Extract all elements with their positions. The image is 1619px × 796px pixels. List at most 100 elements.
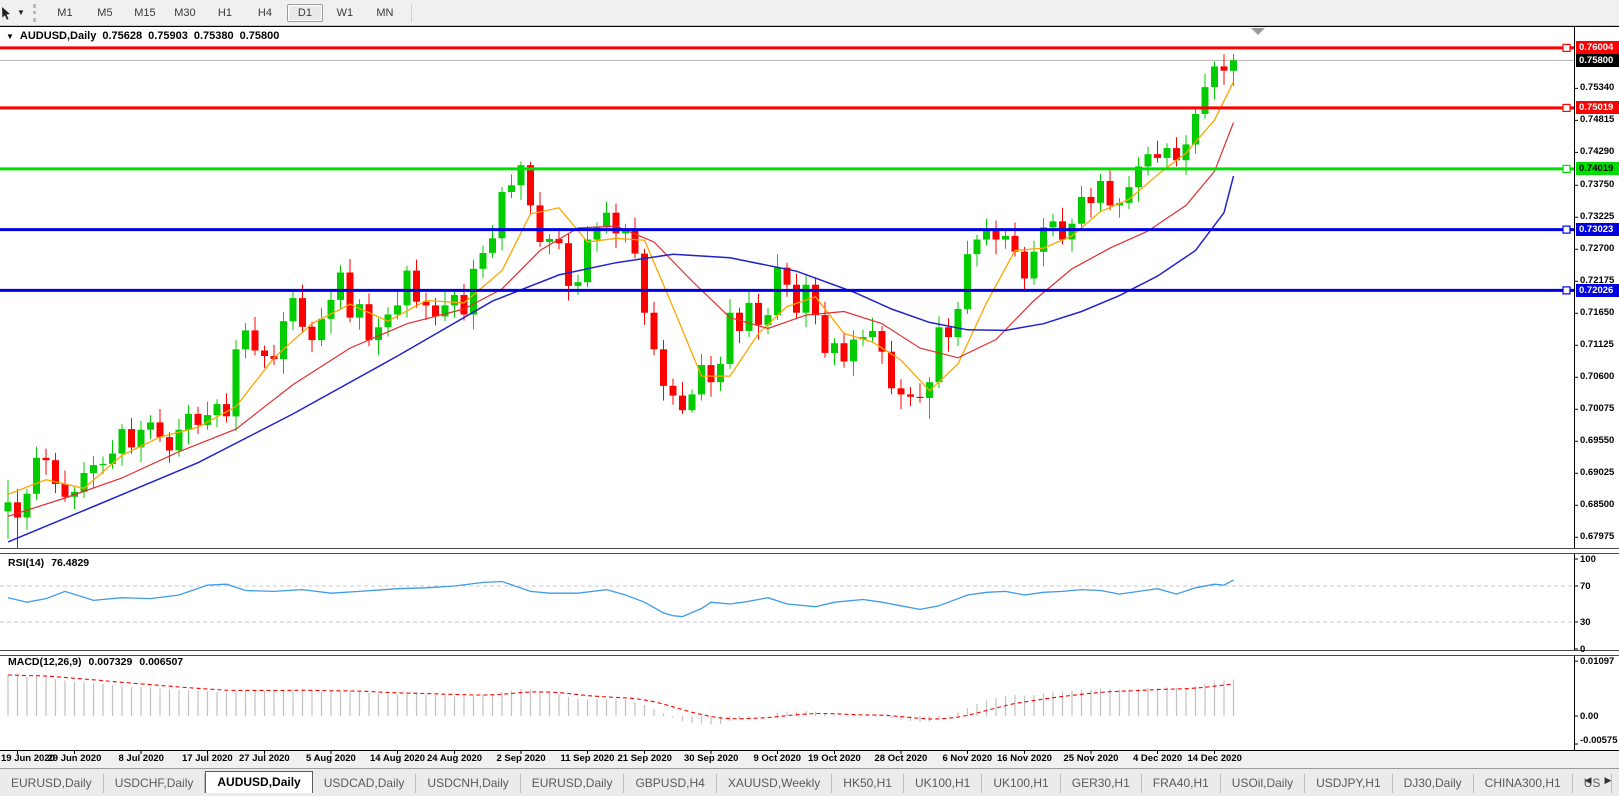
- macd-signal-value: 0.006507: [139, 656, 184, 668]
- symbol-collapse-icon[interactable]: ▼: [6, 31, 14, 41]
- symbol-name: AUDUSD,Daily: [19, 30, 97, 42]
- timeframe-button-m1[interactable]: M1: [57, 6, 73, 19]
- macd-histogram-group: [7, 675, 1235, 725]
- candle-body: [945, 327, 952, 338]
- candle-body: [764, 315, 772, 325]
- hline-price-label: 0.76004: [1576, 41, 1619, 55]
- tab-scroll-left-icon[interactable]: ◀: [1584, 775, 1592, 785]
- candle-body: [907, 394, 914, 397]
- chart-tab-3-usdcad-daily[interactable]: USDCAD,Daily: [313, 774, 417, 793]
- date-axis-label: 27 Jul 2020: [239, 753, 290, 764]
- candle-body: [204, 415, 211, 425]
- pane-separator-main-rsi[interactable]: [0, 548, 1619, 554]
- chart-tab-16-china300-h1[interactable]: CHINA300,H1: [1474, 774, 1573, 793]
- candle-body: [232, 349, 240, 417]
- hline-handle[interactable]: [1562, 164, 1571, 173]
- chart-tab-2-audusd-daily[interactable]: AUDUSD,Daily: [205, 771, 313, 793]
- price-axis-tick: 0.67975: [1580, 531, 1615, 543]
- date-axis-label: 17 Jul 2020: [182, 753, 233, 764]
- hline-handle[interactable]: [1562, 103, 1571, 113]
- chart-tab-10-uk100-h1[interactable]: UK100,H1: [982, 774, 1061, 793]
- candle-body: [394, 305, 401, 315]
- price-axis-tick: 0.71125: [1580, 339, 1614, 351]
- candle-body: [299, 298, 306, 327]
- candle-body: [555, 238, 563, 244]
- date-axis-label: 4 Dec 2020: [1133, 753, 1183, 764]
- candle-body: [688, 394, 696, 411]
- candle-body: [1078, 196, 1085, 224]
- candle-body: [964, 254, 971, 310]
- chart-tab-6-gbpusd-h4[interactable]: GBPUSD,H4: [624, 774, 717, 793]
- timeframe-button-m30[interactable]: M30: [174, 6, 196, 19]
- chart-tab-13-usoil-daily[interactable]: USOil,Daily: [1221, 774, 1306, 793]
- chart-shift-marker-icon[interactable]: [1251, 28, 1265, 35]
- rsi-indicator-label: RSI(14) 76.4829: [8, 557, 89, 569]
- timeframe-button-mn[interactable]: MN: [376, 6, 394, 19]
- candle-body: [717, 363, 724, 383]
- candle-body: [1116, 203, 1123, 206]
- price-axis-line: [1574, 27, 1575, 750]
- candle-body: [1154, 154, 1161, 158]
- tab-scroll-right-icon[interactable]: ▶: [1604, 775, 1612, 785]
- ohlc-high: 0.75903: [148, 30, 188, 42]
- candle-body: [1211, 66, 1218, 88]
- chart-cursor-icon[interactable]: [1, 5, 15, 21]
- chart-tab-7-xauusd-weekly[interactable]: XAUUSD,Weekly: [717, 774, 833, 793]
- timeframe-button-h1[interactable]: H1: [217, 6, 232, 19]
- candle-body: [213, 404, 221, 416]
- chart-tab-1-usdchf-daily[interactable]: USDCHF,Daily: [104, 774, 206, 793]
- candle-body: [80, 473, 88, 492]
- rsi-line: [7, 579, 1234, 618]
- candle-body: [1021, 251, 1028, 279]
- candle-body: [859, 337, 867, 340]
- price-axis-tick: 0.72700: [1580, 243, 1615, 255]
- hline-price-label: 0.75019: [1576, 101, 1619, 115]
- chart-tab-11-ger30-h1[interactable]: GER30,H1: [1061, 774, 1142, 793]
- candle-body: [745, 302, 753, 331]
- pane-separator-rsi-macd[interactable]: [0, 650, 1619, 656]
- candle-body: [840, 343, 848, 362]
- timeframe-button-m15[interactable]: M15: [134, 6, 156, 19]
- toolbar-grip[interactable]: [32, 3, 39, 22]
- date-axis-separator: [0, 750, 1619, 751]
- timeframe-button-m5[interactable]: M5: [97, 6, 113, 19]
- caret-down-icon[interactable]: ▼: [17, 8, 25, 17]
- tab-scroll-buttons: ◀ ▶: [1581, 773, 1615, 787]
- price-axis-tick: 0.70600: [1580, 371, 1615, 383]
- date-axis-label: 25 Nov 2020: [1063, 753, 1119, 764]
- macd-axis-tick: 0.00: [1580, 711, 1599, 722]
- hline-handle[interactable]: [1562, 225, 1571, 234]
- chart-tab-12-fra40-h1[interactable]: FRA40,H1: [1142, 774, 1221, 793]
- timeframe-button-w1[interactable]: W1: [336, 6, 354, 19]
- hline-handle[interactable]: [1562, 286, 1571, 295]
- timeframe-button-d1[interactable]: D1: [286, 3, 323, 22]
- hline-handle[interactable]: [1562, 43, 1571, 52]
- chart-tab-0-eurusd-daily[interactable]: EURUSD,Daily: [0, 774, 104, 793]
- candle-body: [14, 502, 21, 518]
- hline-price-label: 0.73023: [1576, 223, 1619, 237]
- candle-body: [1068, 223, 1076, 240]
- chart-tab-4-usdcnh-daily[interactable]: USDCNH,Daily: [416, 774, 521, 793]
- timeframe-button-h4[interactable]: H4: [257, 6, 272, 19]
- ohlc-open: 0.75628: [102, 30, 143, 42]
- chart-tab-9-uk100-h1[interactable]: UK100,H1: [904, 774, 983, 793]
- candle-body: [137, 429, 145, 448]
- chart-tab-15-dj30-daily[interactable]: DJ30,Daily: [1393, 774, 1474, 793]
- candle-body: [280, 321, 287, 359]
- candle-body: [90, 465, 97, 473]
- candle-body: [1144, 154, 1152, 167]
- candle-body: [1097, 181, 1104, 203]
- price-axis-tick: 0.74815: [1580, 114, 1615, 126]
- chart-tab-8-hk50-h1[interactable]: HK50,H1: [832, 774, 904, 793]
- chart-tab-5-eurusd-daily[interactable]: EURUSD,Daily: [521, 774, 625, 793]
- price-axis-tick: 0.71650: [1580, 307, 1615, 319]
- chart-tab-17-us[interactable]: US: [1573, 774, 1613, 793]
- candle-body: [175, 429, 183, 451]
- chart-tab-14-usdjpy-h1[interactable]: USDJPY,H1: [1305, 774, 1393, 793]
- chart-window[interactable]: [0, 27, 1619, 750]
- candle-body: [33, 457, 40, 494]
- candle-body: [527, 165, 534, 206]
- candle-body: [194, 413, 202, 425]
- timeframe-buttons: M1 M5 M15 M30 H1 H4 D1 W1 MN: [45, 3, 405, 22]
